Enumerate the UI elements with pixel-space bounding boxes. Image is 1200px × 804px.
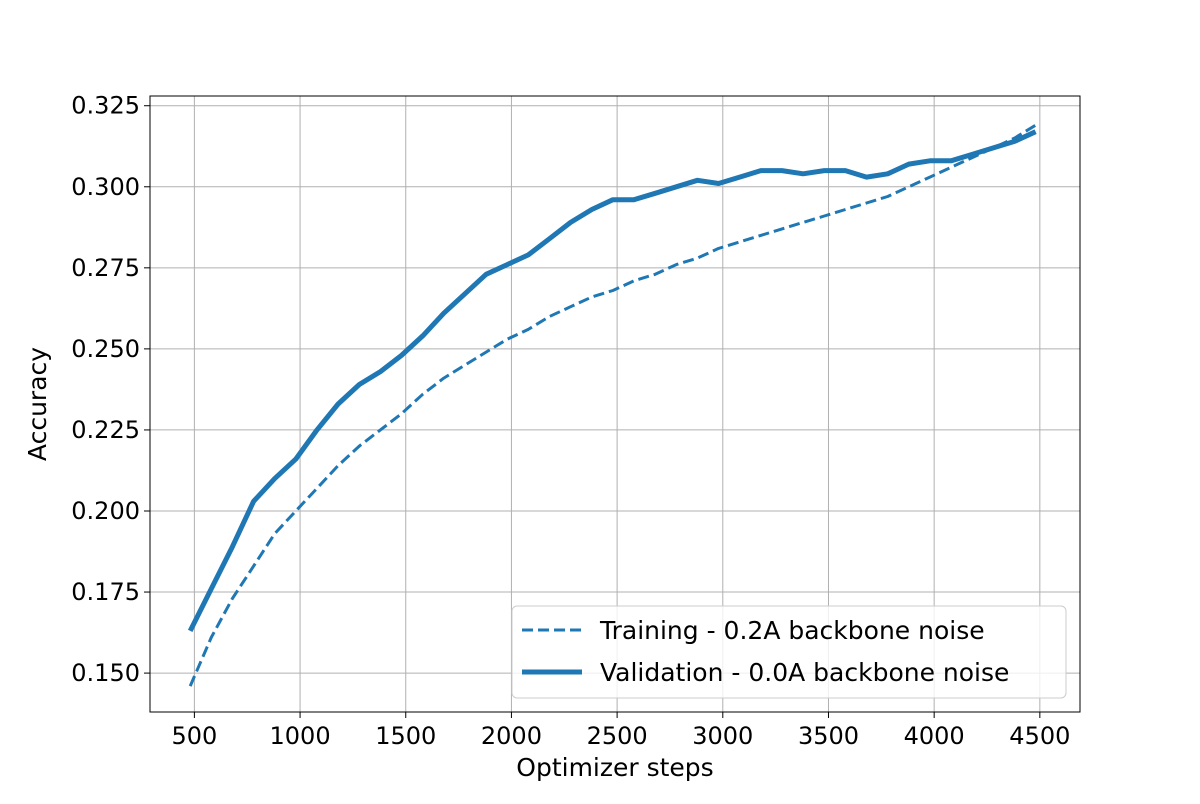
validation-series-line	[187, 129, 1037, 633]
legend: Training - 0.2A backbone noise Validation…	[511, 605, 1067, 699]
legend-box	[511, 605, 1067, 699]
training-series-line	[188, 123, 1037, 687]
x-tick-label: 1000	[270, 722, 331, 750]
y-tick-label: 0.250	[71, 335, 140, 363]
legend-validation-label: Validation - 0.0A backbone noise	[600, 658, 1009, 687]
y-axis-label: Accuracy	[23, 347, 52, 461]
x-tick-label: 2000	[481, 722, 542, 750]
y-tick-label: 0.275	[71, 254, 140, 282]
x-tick-label: 4000	[904, 722, 965, 750]
y-tick-label: 0.225	[71, 416, 140, 444]
legend-training-label: Training - 0.2A backbone noise	[599, 616, 985, 645]
x-axis-label: Optimizer steps	[516, 753, 713, 782]
x-tick-label: 3500	[798, 722, 859, 750]
y-tick-label: 0.300	[71, 173, 140, 201]
series-lines	[187, 123, 1037, 687]
x-tick-label: 1500	[375, 722, 436, 750]
y-tick-label: 0.150	[71, 659, 140, 687]
y-tick-label: 0.325	[71, 92, 140, 120]
x-tick-label: 4500	[1009, 722, 1070, 750]
x-tick-label: 2500	[587, 722, 648, 750]
y-tick-label: 0.175	[71, 578, 140, 606]
x-tick-label: 500	[171, 722, 217, 750]
x-tick-label: 3000	[692, 722, 753, 750]
plot-frame	[149, 95, 1081, 713]
y-tick-label: 0.200	[71, 497, 140, 525]
axis-ticks: 500 1000 1500 2000 2500 3000 3500 4000 4500 0.150…	[71, 92, 1070, 750]
